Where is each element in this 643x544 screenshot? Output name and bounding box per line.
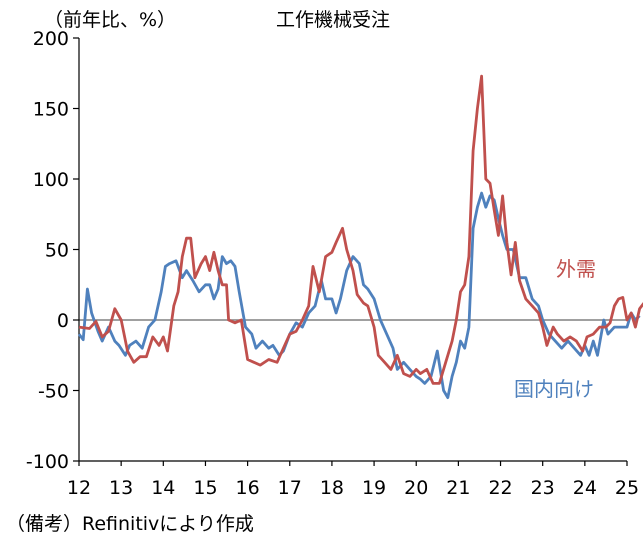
- x-tick-label: 19: [362, 477, 386, 499]
- x-tick-label: 17: [278, 477, 302, 499]
- unit-label: （前年比、%）: [44, 9, 176, 31]
- y-tick-label: 200: [33, 28, 69, 50]
- x-tick-label: 25: [615, 477, 639, 499]
- x-tick-label: 12: [67, 477, 91, 499]
- external-orders-line: [78, 74, 643, 385]
- x-tick-label: 24: [573, 477, 597, 499]
- x-tick-label: 18: [320, 477, 344, 499]
- chart-title: 工作機械受注: [276, 9, 390, 31]
- y-tick-label: -50: [38, 381, 69, 403]
- x-tick-label: 21: [446, 477, 470, 499]
- y-tick-label: -100: [26, 451, 69, 473]
- domestic-series-label: 国内向け: [514, 377, 594, 401]
- y-tick-label: 0: [57, 310, 69, 332]
- x-axis-ticks: 12 13 14 15 16 17 18 19 20 21 22 23 24 25: [67, 461, 639, 499]
- y-tick-label: 150: [33, 99, 69, 121]
- x-tick-label: 14: [151, 477, 175, 499]
- x-tick-label: 15: [193, 477, 217, 499]
- x-tick-label: 16: [236, 477, 260, 499]
- domestic-orders-line: [77, 191, 641, 400]
- x-tick-label: 22: [488, 477, 512, 499]
- y-axis-ticks: 200 150 100 50 0 -50 -100: [26, 28, 79, 473]
- external-series-label: 外需: [556, 257, 596, 281]
- y-tick-label: 100: [33, 169, 69, 191]
- x-tick-label: 13: [109, 477, 133, 499]
- x-tick-label: 20: [404, 477, 428, 499]
- y-tick-label: 50: [45, 240, 69, 262]
- source-caption: （備考）Refinitivにより作成: [6, 513, 254, 535]
- x-tick-label: 23: [531, 477, 555, 499]
